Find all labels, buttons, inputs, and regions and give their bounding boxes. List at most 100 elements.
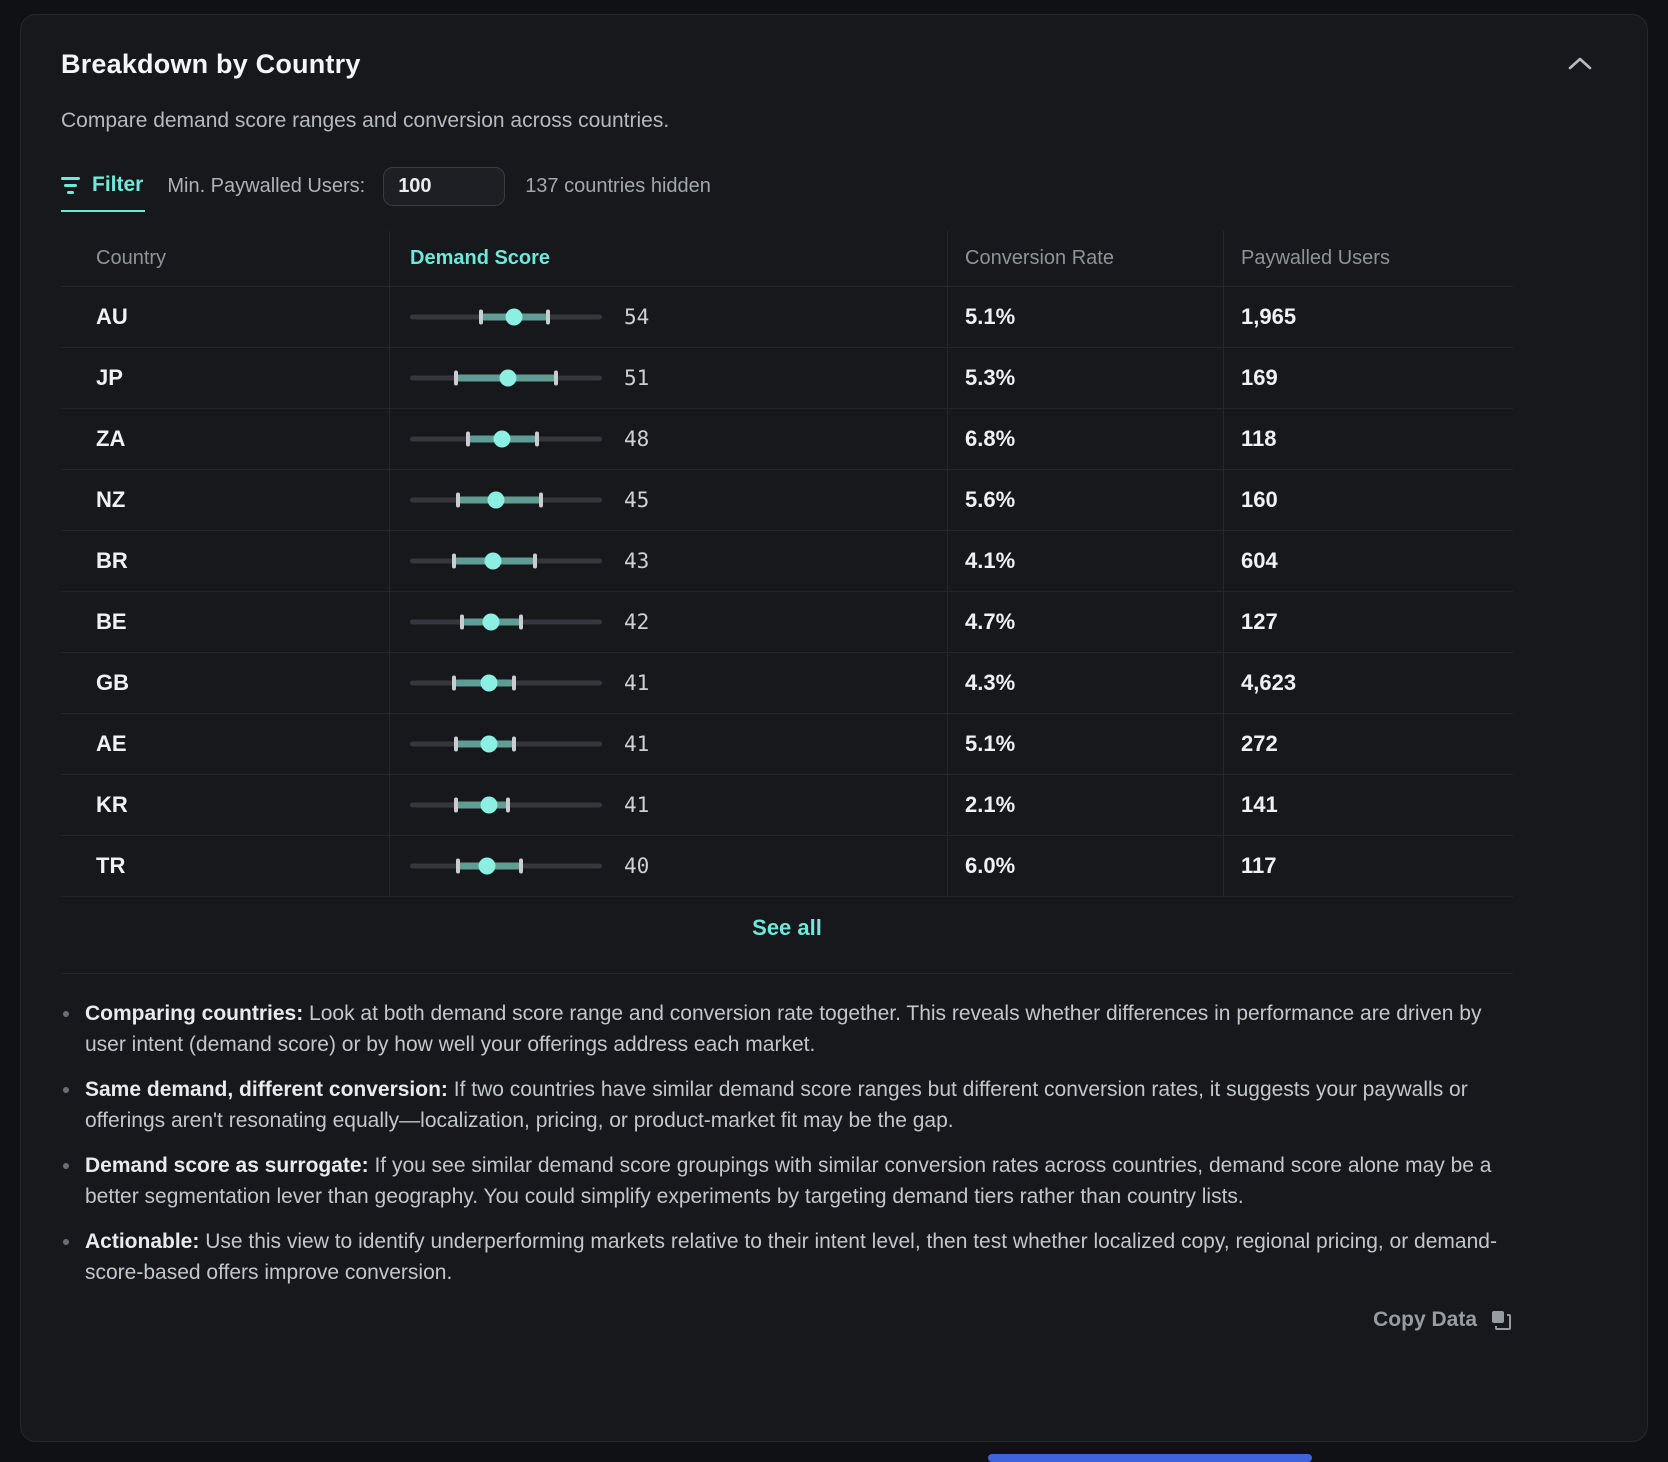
- slider-max-tick: [538, 492, 543, 508]
- demand-score-value: 41: [624, 732, 650, 756]
- demand-score-value: 41: [624, 793, 650, 817]
- conversion-rate-value: 4.7%: [965, 609, 1016, 634]
- demand-score-range-slider: [410, 856, 602, 876]
- slider-score-dot: [484, 552, 502, 570]
- filter-lines-icon: [61, 176, 80, 194]
- slider-max-tick: [553, 370, 558, 386]
- card-header: Breakdown by Country: [61, 49, 1607, 83]
- copy-data-button[interactable]: Copy Data: [1371, 1304, 1513, 1336]
- slider-score-dot: [493, 430, 511, 448]
- note-text: Look at both demand score range and conv…: [85, 1002, 1482, 1056]
- section-divider: [61, 973, 1513, 974]
- conversion-rate-value: 4.1%: [965, 548, 1016, 573]
- min-paywalled-users-label: Min. Paywalled Users:: [167, 174, 366, 197]
- paywalled-users-value: 160: [1241, 487, 1278, 512]
- paywalled-users-value: 127: [1241, 609, 1278, 634]
- note-same-demand: Same demand, different conversion: If tw…: [61, 1074, 1516, 1136]
- slider-min-tick: [479, 309, 484, 325]
- min-paywalled-users-input[interactable]: [383, 166, 506, 206]
- conversion-rate-value: 6.0%: [965, 853, 1016, 878]
- slider-score-dot: [482, 613, 500, 631]
- collapse-button[interactable]: [1565, 51, 1595, 75]
- country-table: Country Demand Score Conversion Rate Pay…: [61, 231, 1513, 897]
- slider-score-dot: [505, 308, 523, 326]
- demand-score-range-slider: [410, 368, 602, 388]
- slider-min-tick: [456, 858, 460, 874]
- note-lead: Actionable:: [85, 1230, 200, 1253]
- table-body: AU 54 5.1% 1,965 JP: [61, 287, 1513, 897]
- slider-max-tick: [534, 431, 539, 447]
- country-code: AU: [96, 304, 128, 329]
- slider-min-tick: [465, 431, 470, 447]
- slider-max-tick: [511, 736, 516, 752]
- note-demand-surrogate: Demand score as surrogate: If you see si…: [61, 1150, 1516, 1212]
- table-row: JP 51 5.3% 169: [61, 348, 1513, 409]
- bottom-accent-bar[interactable]: [988, 1454, 1312, 1462]
- demand-score-value: 40: [624, 854, 650, 878]
- insight-notes: Comparing countries: Look at both demand…: [61, 998, 1516, 1288]
- slider-max-tick: [511, 675, 516, 691]
- conversion-rate-value: 2.1%: [965, 792, 1016, 817]
- slider-min-tick: [454, 797, 459, 813]
- slider-min-tick: [454, 736, 459, 752]
- country-code: ZA: [96, 426, 126, 451]
- country-code: NZ: [96, 487, 126, 512]
- slider-max-tick: [532, 553, 537, 569]
- paywalled-users-value: 272: [1241, 731, 1278, 756]
- conversion-rate-value: 4.3%: [965, 670, 1016, 695]
- demand-score-value: 43: [624, 549, 650, 573]
- country-code: TR: [96, 853, 126, 878]
- see-all-link[interactable]: See all: [752, 915, 822, 940]
- paywalled-users-value: 4,623: [1241, 670, 1297, 695]
- breakdown-by-country-card: Breakdown by Country Compare demand scor…: [20, 14, 1648, 1442]
- conversion-rate-value: 5.6%: [965, 487, 1016, 512]
- slider-max-tick: [546, 309, 551, 325]
- table-row: KR 41 2.1% 141: [61, 775, 1513, 836]
- demand-score-value: 54: [624, 305, 650, 329]
- slider-score-dot: [478, 857, 496, 875]
- demand-score-range-slider: [410, 673, 602, 693]
- conversion-rate-value: 5.3%: [965, 365, 1016, 390]
- conversion-rate-value: 6.8%: [965, 426, 1016, 451]
- demand-score-range-slider: [410, 734, 602, 754]
- column-header-conversion-rate[interactable]: Conversion Rate: [947, 231, 1223, 286]
- conversion-rate-value: 5.1%: [965, 731, 1016, 756]
- paywalled-users-value: 169: [1241, 365, 1278, 390]
- country-code: BE: [96, 609, 127, 634]
- hidden-countries-count: 137 countries hidden: [525, 174, 711, 197]
- note-lead: Demand score as surrogate:: [85, 1154, 369, 1177]
- copy-data-label: Copy Data: [1373, 1308, 1477, 1331]
- column-header-demand-score[interactable]: Demand Score: [389, 231, 947, 286]
- paywalled-users-value: 118: [1241, 426, 1277, 451]
- slider-max-tick: [505, 797, 510, 813]
- slider-score-dot: [499, 369, 517, 387]
- table-header-row: Country Demand Score Conversion Rate Pay…: [61, 231, 1513, 287]
- table-row: ZA 48 6.8% 118: [61, 409, 1513, 470]
- see-all-wrap: See all: [61, 915, 1513, 945]
- column-header-paywalled-users[interactable]: Paywalled Users: [1223, 231, 1513, 286]
- paywalled-users-value: 604: [1241, 548, 1278, 573]
- slider-min-tick: [454, 370, 459, 386]
- demand-score-range-slider: [410, 490, 602, 510]
- country-code: BR: [96, 548, 128, 573]
- slider-score-dot: [480, 796, 498, 814]
- demand-score-range-slider: [410, 612, 602, 632]
- demand-score-value: 41: [624, 671, 650, 695]
- table-row: GB 41 4.3% 4,623: [61, 653, 1513, 714]
- country-code: KR: [96, 792, 128, 817]
- demand-score-value: 42: [624, 610, 650, 634]
- copy-row: Copy Data: [61, 1304, 1513, 1336]
- demand-score-range-slider: [410, 795, 602, 815]
- country-code: GB: [96, 670, 129, 695]
- table-row: TR 40 6.0% 117: [61, 836, 1513, 897]
- filter-tab[interactable]: Filter: [61, 173, 146, 212]
- column-header-country[interactable]: Country: [96, 247, 167, 269]
- note-lead: Comparing countries:: [85, 1002, 304, 1025]
- table-row: AU 54 5.1% 1,965: [61, 287, 1513, 348]
- card-subtitle: Compare demand score ranges and conversi…: [61, 109, 670, 132]
- demand-score-range-slider: [410, 429, 602, 449]
- note-text: Use this view to identify underperformin…: [85, 1230, 1497, 1284]
- paywalled-users-value: 117: [1241, 853, 1277, 878]
- note-lead: Same demand, different conversion:: [85, 1078, 448, 1101]
- chevron-up-icon: [1568, 57, 1592, 69]
